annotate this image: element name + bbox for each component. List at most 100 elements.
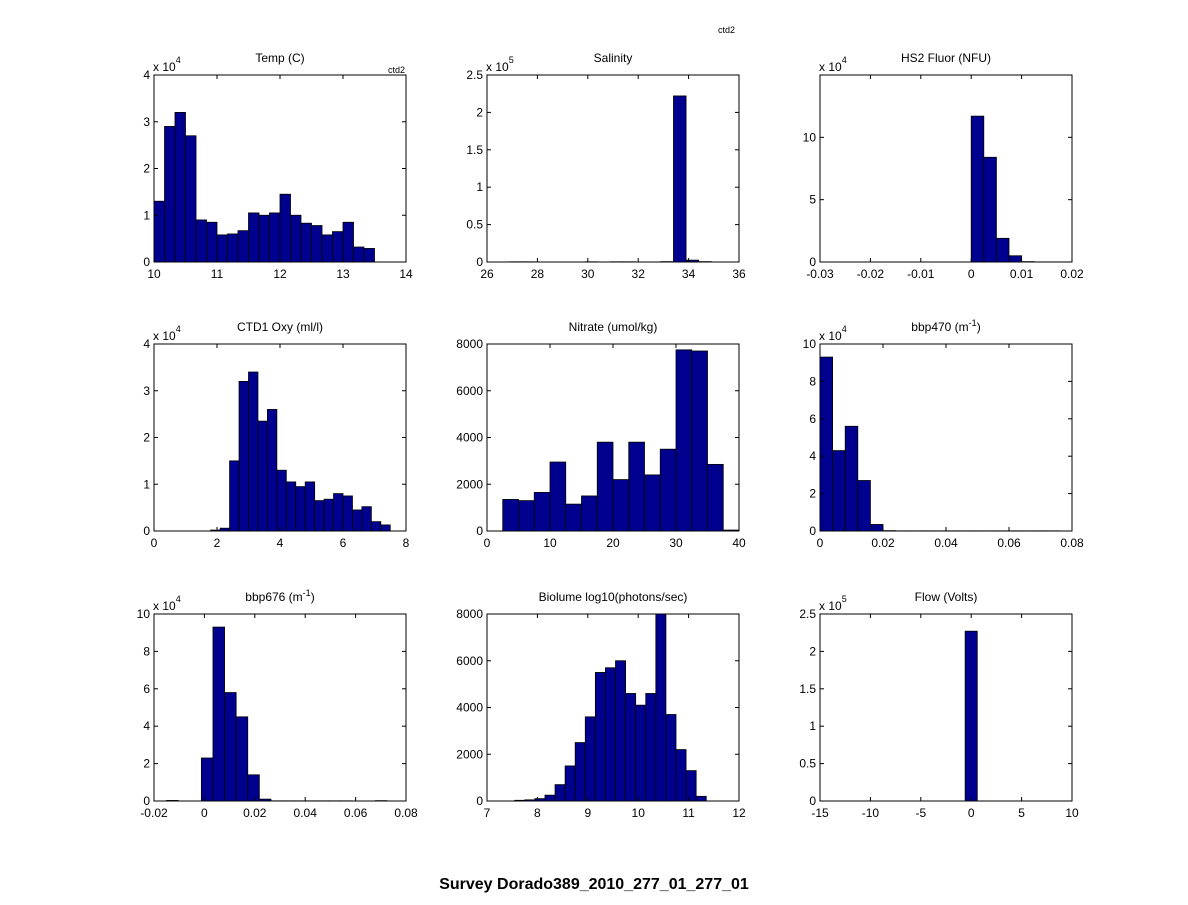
x-tick-label: 4	[277, 536, 284, 550]
histogram-bar	[315, 501, 324, 531]
x-tick-label: 26	[480, 267, 494, 281]
histogram-bar	[301, 223, 312, 262]
histogram-bar	[165, 126, 175, 262]
histogram-bar	[362, 507, 371, 531]
x-tick-label: -10	[862, 806, 880, 820]
histogram-bar	[267, 409, 276, 531]
axes-frame	[487, 75, 739, 262]
histogram-bar	[352, 510, 361, 531]
histogram-bar	[605, 668, 615, 801]
panel-title-text: HS2 Fluor (NFU)	[901, 51, 991, 65]
panel-title: Biolume log10(photons/sec)	[539, 590, 688, 604]
panel-title: CTD1 Oxy (ml/l)	[237, 320, 323, 334]
histogram-bar	[324, 499, 333, 531]
histogram-bar	[196, 220, 206, 262]
y-tick-label: 8000	[456, 607, 483, 621]
axis-multiplier: x 104	[819, 55, 847, 74]
panel-title-text: bbp676 (m	[245, 590, 302, 604]
x-tick-label: 0	[484, 536, 491, 550]
histogram-bar	[206, 222, 217, 262]
histogram-bar	[515, 800, 525, 801]
panel-title-suffix: )	[311, 590, 315, 604]
histogram-bar	[1009, 256, 1022, 262]
x-tick-label: 10	[632, 806, 646, 820]
histogram-bar	[211, 530, 220, 531]
axes-frame	[820, 614, 1072, 801]
histogram-bar	[971, 116, 984, 262]
axis-multiplier-exponent: 4	[842, 324, 847, 334]
axis-multiplier: x 105	[819, 594, 847, 613]
x-tick-label: -0.01	[907, 267, 935, 281]
histogram-bar	[259, 799, 271, 801]
histogram-bar	[645, 475, 661, 531]
x-tick-label: 11	[211, 267, 224, 281]
y-tick-label: 4	[143, 719, 150, 733]
x-tick-label: 0.06	[344, 806, 368, 820]
top-tag: ctd2	[718, 25, 735, 35]
histogram-bar	[503, 499, 519, 531]
axis-multiplier: x 104	[153, 55, 181, 74]
histogram-bar	[555, 785, 565, 801]
y-tick-label: 0	[809, 794, 816, 808]
x-tick-label: 7	[484, 806, 491, 820]
histogram-bar	[343, 496, 352, 531]
histogram-bar	[525, 800, 535, 801]
histogram-bar	[354, 247, 364, 262]
axis-multiplier-base: x 10	[153, 329, 176, 343]
histogram-bar	[291, 215, 301, 262]
histogram-bar	[381, 525, 390, 531]
histogram-bar	[259, 215, 269, 262]
y-tick-label: 4000	[456, 431, 483, 445]
y-tick-label: 6	[809, 412, 816, 426]
y-tick-label: 1	[143, 208, 150, 222]
x-tick-label: 0.04	[934, 536, 958, 550]
histogram-bar	[616, 661, 626, 801]
x-tick-label: 34	[682, 267, 696, 281]
y-tick-label: 2.5	[799, 607, 816, 621]
y-tick-label: 6000	[456, 384, 483, 398]
x-tick-label: 0.04	[294, 806, 318, 820]
x-tick-label: 9	[584, 806, 591, 820]
histogram-bar	[550, 462, 566, 531]
histogram-bar	[820, 357, 833, 531]
y-tick-label: 8	[143, 644, 150, 658]
x-tick-label: 40	[732, 536, 746, 550]
x-tick-label: 20	[606, 536, 620, 550]
x-tick-label: -0.02	[140, 806, 168, 820]
histogram-bar	[613, 480, 629, 531]
histogram-bar	[626, 693, 636, 801]
histogram-bar	[656, 614, 666, 801]
axis-multiplier-base: x 10	[153, 599, 176, 613]
histogram-bar	[239, 381, 248, 531]
panel-title-suffix: )	[977, 320, 981, 334]
x-tick-label: 12	[732, 806, 746, 820]
histogram-bar	[248, 775, 260, 801]
histogram-bar	[636, 705, 646, 801]
axis-multiplier-exponent: 5	[509, 55, 514, 65]
axis-multiplier-exponent: 4	[176, 594, 181, 604]
histogram-bar	[296, 487, 305, 531]
histogram-bar	[225, 693, 237, 801]
x-tick-label: 0.02	[243, 806, 267, 820]
x-tick-label: 6	[340, 536, 347, 550]
x-tick-label: 8	[534, 806, 541, 820]
axes-frame	[154, 614, 406, 801]
x-tick-label: 10	[1065, 806, 1079, 820]
histogram-bar	[238, 231, 249, 262]
y-tick-label: 1.5	[466, 143, 483, 157]
y-tick-label: 6	[143, 682, 150, 696]
y-tick-label: 2000	[456, 477, 483, 491]
histogram-bar	[575, 743, 585, 801]
x-tick-label: 0	[201, 806, 208, 820]
axis-multiplier-base: x 10	[819, 60, 842, 74]
y-tick-label: 8000	[456, 337, 483, 351]
histogram-bar	[534, 492, 550, 531]
y-tick-label: 4	[143, 337, 150, 351]
panel-title: HS2 Fluor (NFU)	[901, 51, 991, 65]
y-tick-label: 0	[476, 524, 483, 538]
histogram-bar	[692, 351, 708, 531]
